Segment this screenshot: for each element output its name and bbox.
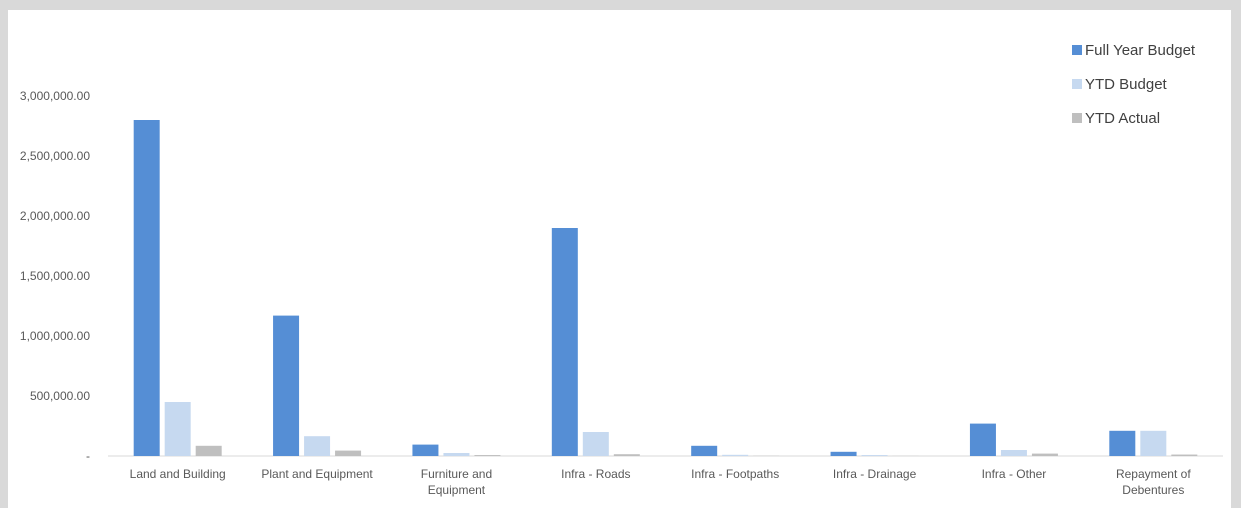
bar-ytd-budget [443, 453, 470, 456]
bar-ytd-budget [722, 454, 749, 456]
legend-label: YTD Budget [1085, 76, 1168, 93]
bar-full-year-budget [1109, 430, 1136, 456]
y-tick-label: - [86, 449, 90, 463]
x-tick-label: Infra - Other [982, 467, 1047, 481]
bar-ytd-budget [582, 432, 609, 456]
y-tick-label: 2,500,000.00 [20, 149, 90, 163]
x-tick-label: Repayment of [1116, 467, 1191, 481]
bar-ytd-actual [195, 445, 222, 456]
bar-ytd-budget [304, 436, 331, 456]
x-tick-label: Equipment [428, 483, 486, 497]
legend-label: Full Year Budget [1085, 42, 1196, 59]
bar-ytd-budget [1140, 430, 1167, 456]
y-tick-label: 1,000,000.00 [20, 329, 90, 343]
x-tick-label: Debentures [1122, 483, 1184, 497]
bar-ytd-actual [335, 450, 362, 456]
bar-ytd-actual [613, 454, 640, 456]
x-tick-label: Furniture and [421, 467, 492, 481]
chart-frame: - 500,000.00 1,000,000.00 1,500,000.00 2,000… [8, 10, 1231, 508]
legend-swatch [1072, 79, 1082, 89]
legend-swatch [1072, 113, 1082, 123]
y-tick-label: 2,000,000.00 [20, 209, 90, 223]
x-tick-label: Infra - Drainage [833, 467, 917, 481]
bar-full-year-budget [412, 444, 439, 456]
bar-full-year-budget [969, 423, 996, 456]
legend-label: YTD Actual [1085, 110, 1160, 127]
bar-ytd-actual [1171, 454, 1198, 456]
bar-ytd-budget [861, 455, 888, 456]
bar-full-year-budget [551, 228, 578, 456]
y-tick-label: 500,000.00 [30, 389, 90, 403]
bar-ytd-budget [1000, 450, 1027, 456]
bar-full-year-budget [273, 315, 300, 456]
x-tick-label: Plant and Equipment [261, 467, 373, 481]
x-tick-label: Land and Building [130, 467, 226, 481]
legend-swatch [1072, 45, 1082, 55]
y-tick-label: 3,000,000.00 [20, 89, 90, 103]
bar-full-year-budget [133, 120, 160, 456]
bar-ytd-budget [164, 402, 191, 456]
bar-ytd-actual [1031, 453, 1058, 456]
y-tick-label: 1,500,000.00 [20, 269, 90, 283]
bar-chart: - 500,000.00 1,000,000.00 1,500,000.00 2,000… [20, 42, 1223, 497]
bar-full-year-budget [691, 445, 718, 456]
x-tick-label: Infra - Footpaths [691, 467, 779, 481]
bar-ytd-actual [474, 455, 501, 456]
bar-full-year-budget [830, 451, 857, 456]
x-tick-label: Infra - Roads [561, 467, 630, 481]
